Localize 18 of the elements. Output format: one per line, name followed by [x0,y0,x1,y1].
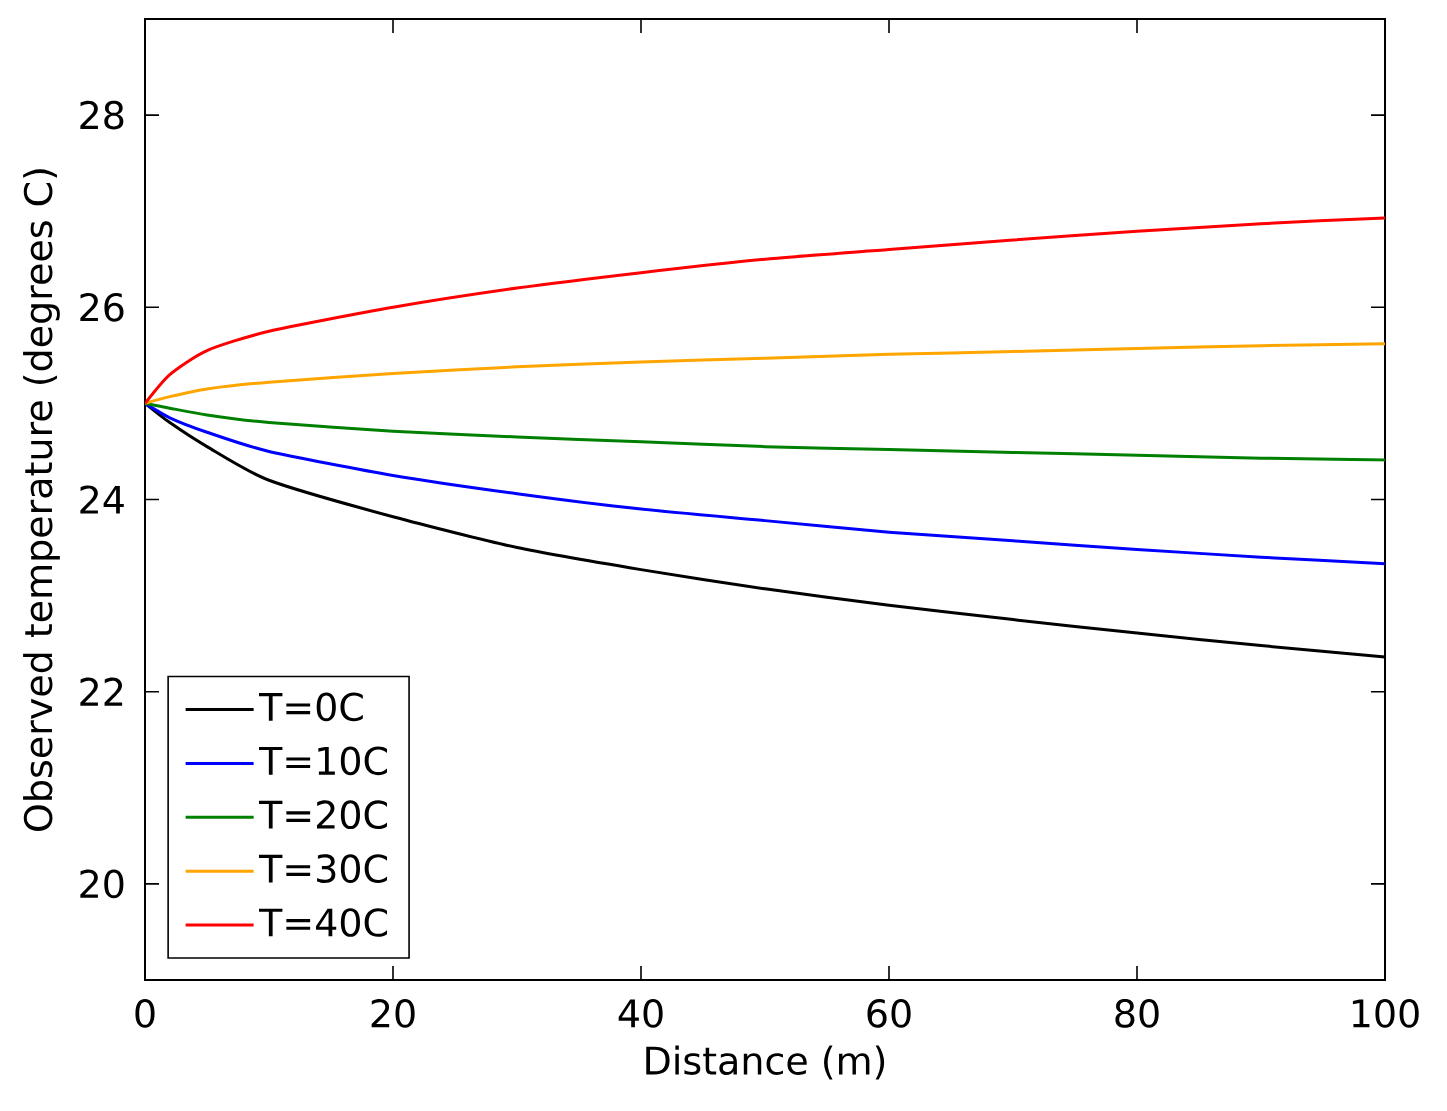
legend-label: T=40C [259,908,387,937]
x-tick-label: 100 [1352,999,1419,1028]
y-axis-title: Observed temperature (degrees C) [23,169,60,831]
legend-label: T=20C [259,800,387,830]
y-tick-label: 22 [80,677,123,706]
y-tick-label: 24 [80,485,124,514]
x-tick-label: 60 [867,999,911,1028]
x-tick-label: 40 [618,999,663,1028]
x-tick-label: 80 [1115,999,1159,1028]
y-tick-label: 28 [80,100,124,130]
x-tick-label: 0 [135,999,155,1028]
legend-label: T=10C [259,746,387,776]
legend-label: T=30C [259,854,387,883]
x-axis-title: Distance (m) [646,1045,885,1080]
y-tick-label: 20 [80,869,124,899]
y-tick-label: 26 [80,292,124,322]
x-tick-label: 20 [371,999,415,1028]
legend-label: T=0C [259,692,363,722]
